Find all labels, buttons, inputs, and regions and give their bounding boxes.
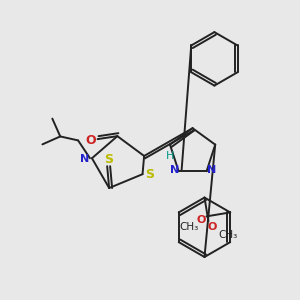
Text: N: N: [80, 154, 90, 164]
Text: S: S: [145, 168, 154, 181]
Text: O: O: [208, 222, 217, 232]
Text: N: N: [207, 165, 216, 175]
Text: S: S: [104, 153, 113, 166]
Text: H: H: [166, 151, 175, 161]
Text: CH₃: CH₃: [219, 230, 238, 240]
Text: CH₃: CH₃: [179, 222, 198, 232]
Text: O: O: [85, 134, 96, 147]
Text: N: N: [170, 165, 179, 175]
Text: O: O: [197, 215, 206, 225]
